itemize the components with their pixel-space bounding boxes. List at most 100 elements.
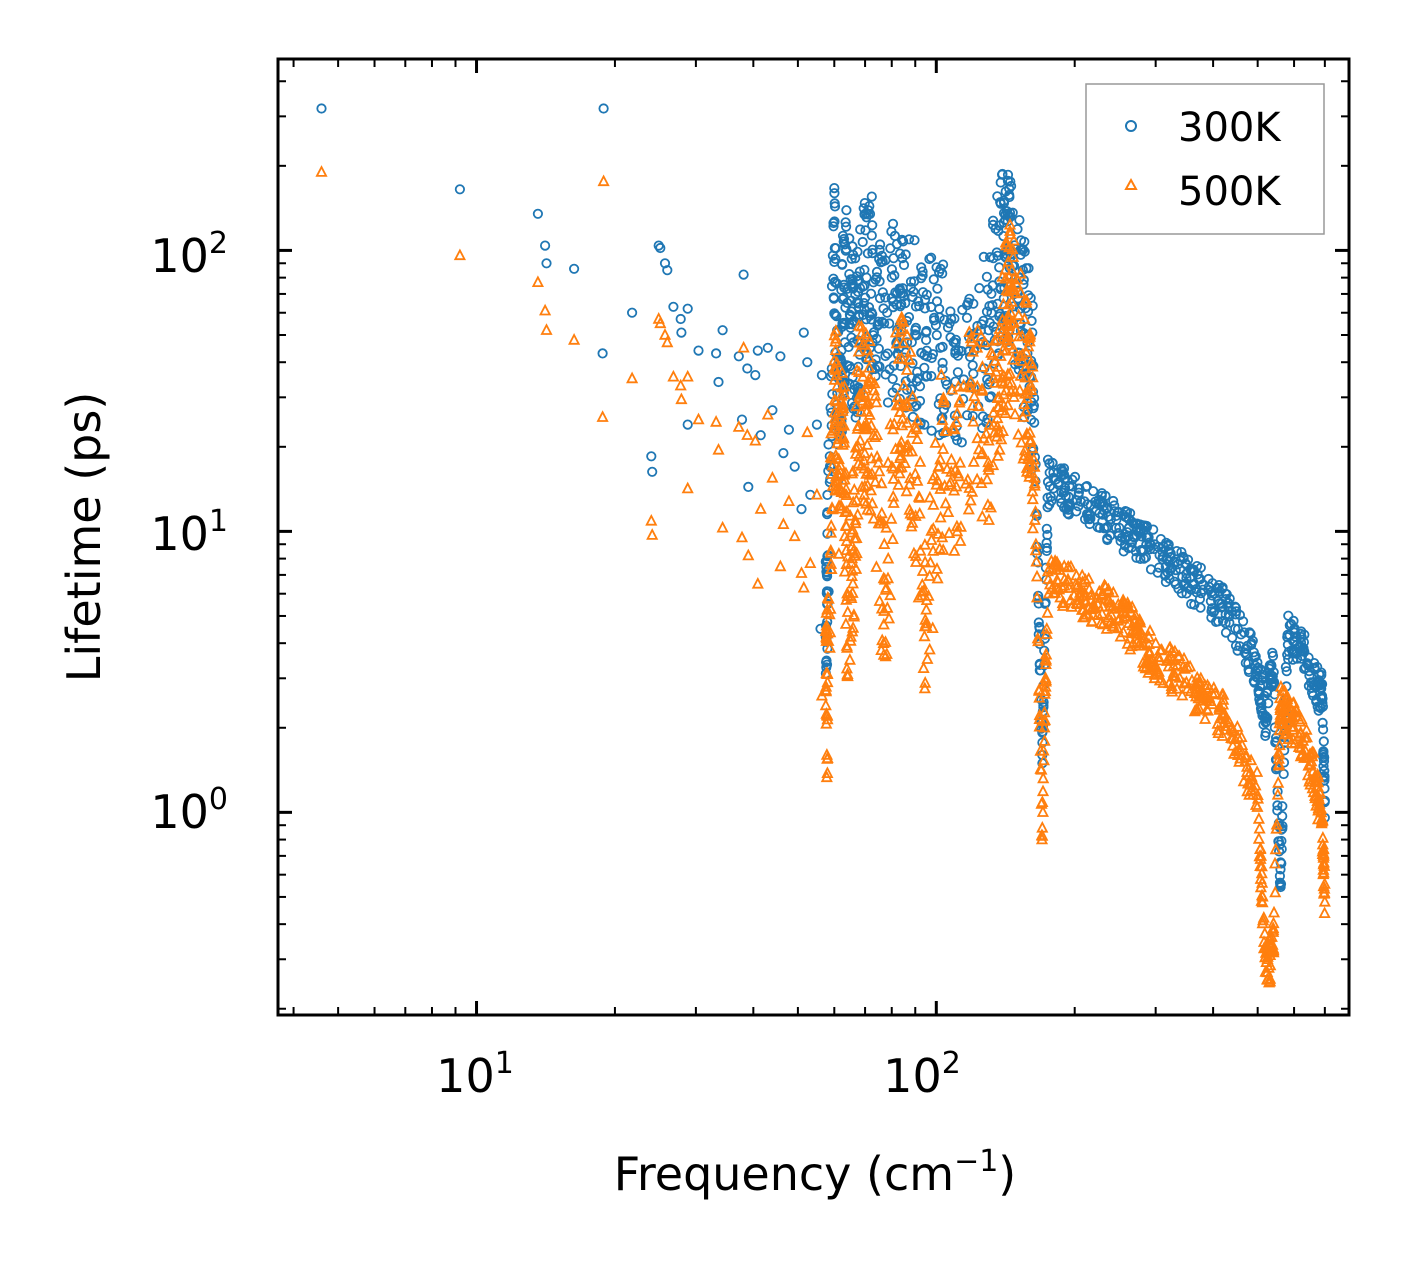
- data-point-300K: [949, 313, 960, 324]
- data-point-500K: [1056, 599, 1070, 611]
- data-point-300K: [1299, 663, 1310, 675]
- data-point-500K: [854, 433, 867, 446]
- data-point-300K: [1005, 180, 1017, 192]
- data-point-500K: [870, 428, 884, 441]
- data-point-500K: [950, 479, 963, 492]
- data-point-500K: [1284, 711, 1297, 724]
- data-point-300K: [662, 265, 673, 276]
- data-point-300K: [1231, 606, 1242, 617]
- data-point-500K: [1042, 572, 1055, 584]
- data-point-500K: [950, 519, 963, 532]
- data-point-300K: [921, 289, 932, 300]
- data-point-500K: [894, 405, 907, 417]
- data-point-300K: [994, 220, 1005, 231]
- data-point-500K: [895, 310, 908, 323]
- data-point-500K: [1258, 926, 1271, 939]
- data-point-500K: [911, 413, 924, 426]
- data-point-500K: [1267, 923, 1280, 935]
- data-point-500K: [884, 588, 897, 601]
- data-point-300K: [1289, 627, 1300, 638]
- data-point-500K: [1270, 817, 1283, 830]
- data-point-500K: [1028, 513, 1041, 525]
- data-point-500K: [596, 410, 609, 422]
- data-point-500K: [1099, 579, 1112, 592]
- data-point-500K: [1020, 296, 1033, 308]
- data-point-500K: [597, 174, 610, 187]
- data-point-500K: [879, 583, 892, 595]
- data-point-500K: [1162, 652, 1175, 664]
- data-point-300K: [1063, 504, 1074, 515]
- data-point-500K: [1154, 643, 1167, 656]
- data-point-500K: [1213, 700, 1226, 713]
- data-point-500K: [943, 526, 956, 538]
- data-point-300K: [874, 293, 886, 304]
- data-point-500K: [978, 335, 991, 348]
- data-point-500K: [1012, 308, 1025, 321]
- data-point-500K: [820, 748, 833, 760]
- data-point-500K: [903, 353, 916, 365]
- data-point-500K: [945, 465, 958, 477]
- data-point-300K: [1296, 631, 1307, 643]
- data-point-500K: [930, 477, 943, 490]
- data-point-500K: [971, 379, 984, 392]
- data-point-300K: [871, 333, 882, 344]
- data-point-500K: [1034, 762, 1047, 774]
- data-point-500K: [873, 594, 886, 606]
- data-point-500K: [1033, 708, 1046, 721]
- data-point-500K: [645, 513, 658, 526]
- data-point-500K: [837, 431, 850, 444]
- data-point-300K: [829, 243, 840, 254]
- data-point-500K: [1026, 359, 1039, 372]
- data-point-300K: [676, 327, 687, 338]
- data-point-500K: [1285, 736, 1298, 748]
- data-point-500K: [1166, 644, 1179, 656]
- data-point-500K: [819, 683, 832, 695]
- data-point-500K: [931, 473, 944, 486]
- data-point-500K: [971, 323, 984, 335]
- data-point-500K: [934, 482, 947, 494]
- data-point-500K: [1268, 856, 1282, 869]
- data-point-500K: [925, 524, 938, 536]
- data-point-300K: [798, 327, 809, 338]
- data-point-500K: [901, 438, 915, 451]
- data-point-300K: [811, 419, 823, 430]
- data-point-500K: [1020, 426, 1033, 439]
- data-point-500K: [918, 681, 931, 694]
- data-point-300K: [647, 466, 658, 477]
- data-point-500K: [863, 408, 876, 420]
- data-point-300K: [1189, 599, 1200, 610]
- data-point-300K: [984, 392, 995, 403]
- data-point-500K: [1091, 608, 1105, 620]
- data-point-500K: [893, 466, 906, 479]
- data-point-500K: [1176, 688, 1189, 701]
- data-point-500K: [1307, 785, 1320, 798]
- data-point-500K: [929, 436, 942, 448]
- data-point-500K: [1037, 743, 1050, 756]
- y-tick-base: 10: [150, 229, 209, 283]
- data-point-300K: [851, 296, 863, 308]
- data-point-500K: [1008, 407, 1022, 420]
- data-point-300K: [789, 461, 800, 472]
- data-point-500K: [1005, 263, 1019, 276]
- data-point-500K: [995, 432, 1008, 445]
- data-point-500K: [850, 399, 863, 412]
- data-point-300K: [952, 350, 964, 361]
- data-point-500K: [795, 566, 808, 578]
- data-point-500K: [838, 467, 851, 480]
- data-point-500K: [1267, 941, 1280, 954]
- data-point-500K: [712, 442, 725, 455]
- data-point-300K: [860, 225, 871, 236]
- data-point-300K: [873, 319, 884, 330]
- data-point-500K: [993, 390, 1006, 403]
- y-tick-labels: 100 101 102: [150, 226, 228, 839]
- data-point-300K: [961, 312, 973, 323]
- data-point-500K: [828, 361, 841, 374]
- data-point-500K: [1254, 841, 1267, 854]
- data-point-300K: [1002, 169, 1014, 180]
- data-point-300K: [1019, 236, 1030, 247]
- data-point-300K: [1047, 457, 1058, 468]
- data-point-500K: [1245, 783, 1258, 795]
- data-point-300K: [738, 269, 749, 280]
- data-point-300K: [1268, 667, 1279, 678]
